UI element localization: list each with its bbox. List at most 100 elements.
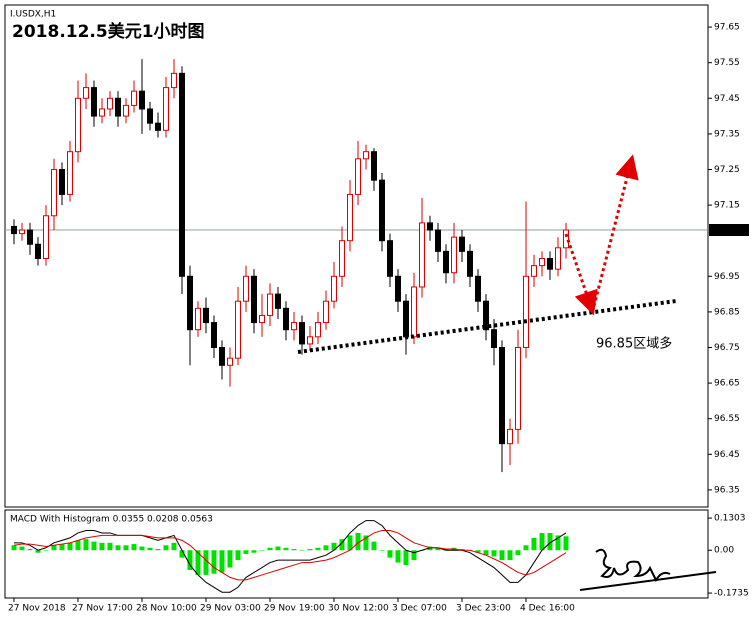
candle-body	[131, 90, 137, 106]
histogram-bar	[107, 542, 113, 551]
y-tick-label: 96.35	[714, 485, 740, 495]
histogram-bar	[227, 550, 233, 568]
histogram-bar	[83, 539, 89, 551]
histogram-bar	[123, 545, 129, 551]
histogram-bar	[99, 542, 105, 551]
candle-body	[363, 151, 369, 160]
candle-body	[563, 229, 569, 249]
candle-body	[83, 87, 89, 99]
y-tick-label: 96.65	[714, 379, 740, 389]
current-price-box	[709, 224, 749, 237]
candle-body	[323, 300, 329, 324]
histogram-bar	[147, 547, 153, 551]
histogram-bar	[187, 550, 193, 570]
macd-title: MACD With Histogram 0.0355 0.0208 0.0563	[10, 515, 213, 525]
histogram-bar	[531, 537, 537, 551]
candle-body	[387, 240, 393, 277]
histogram-bar	[507, 550, 513, 561]
histogram-bar	[155, 549, 161, 551]
candle-body	[43, 215, 49, 259]
histogram-bar	[435, 547, 441, 551]
y-tick-label: 97.15	[714, 201, 740, 211]
histogram-bar	[115, 545, 121, 551]
candle-body	[315, 322, 321, 338]
candle-body	[491, 329, 497, 348]
histogram-bar	[235, 550, 241, 561]
candle-body	[219, 346, 225, 366]
histogram-bar	[251, 550, 257, 553]
candle-body	[163, 87, 169, 131]
histogram-bar	[459, 549, 465, 551]
y-tick-label: 97.65	[714, 23, 740, 33]
histogram-bar	[307, 549, 313, 551]
candle-body	[371, 151, 377, 181]
candle-body	[435, 229, 441, 252]
candle-body	[171, 72, 177, 89]
x-tick-label: 30 Nov 12:00	[328, 604, 389, 614]
candle-body	[331, 275, 337, 302]
candle-body	[51, 168, 57, 217]
candle-body	[299, 322, 305, 345]
histogram-bar	[539, 532, 545, 551]
histogram-bar	[219, 550, 225, 573]
candle-body	[243, 275, 249, 302]
y-tick-label: 0.1303	[714, 514, 746, 524]
histogram-bar	[291, 549, 297, 551]
candle-body	[507, 428, 513, 445]
histogram-bar	[371, 541, 377, 551]
arrow-down	[564, 233, 598, 316]
candle-body	[139, 90, 145, 110]
candle-body	[531, 265, 537, 277]
histogram-bar	[195, 550, 201, 575]
histogram-bar	[315, 547, 321, 551]
y-tick-label: 97.45	[714, 94, 740, 104]
candle-body	[91, 87, 97, 117]
annotation: 96.85区域多	[596, 336, 672, 352]
histogram-bar	[427, 546, 433, 551]
histogram-bar	[59, 544, 65, 551]
candle-body	[411, 286, 417, 338]
histogram-bar	[523, 545, 529, 551]
chart-title: 2018.12.5美元1小时图	[12, 21, 205, 42]
y-tick-label: 96.75	[714, 343, 740, 353]
histogram-bar	[43, 550, 49, 551]
histogram-bar	[363, 535, 369, 551]
histogram-bar	[171, 542, 177, 551]
histogram-bar	[547, 532, 553, 551]
candle-body	[395, 275, 401, 302]
histogram-bar	[411, 550, 417, 561]
y-tick-label: 97.35	[714, 129, 740, 139]
candle-body	[27, 229, 33, 245]
histogram-bar	[275, 546, 281, 551]
histogram-bar	[283, 547, 289, 551]
histogram-bar	[491, 550, 497, 557]
x-tick-label: 29 Nov 19:00	[264, 604, 325, 614]
histogram-bar	[179, 550, 185, 558]
histogram-bar	[203, 550, 209, 575]
macd-pane	[4, 509, 709, 599]
x-tick-label: 4 Dec 16:00	[520, 604, 575, 614]
candle-body	[59, 168, 65, 195]
candle-body	[475, 275, 481, 302]
arrow-up	[592, 154, 639, 307]
x-tick-label: 28 Nov 10:00	[136, 604, 197, 614]
candle-body	[451, 236, 457, 274]
candle-body	[123, 104, 129, 117]
histogram-bar	[131, 544, 137, 551]
candle-body	[547, 257, 553, 270]
candle-body	[515, 346, 521, 430]
histogram-bar	[299, 550, 305, 551]
histogram-bar	[555, 535, 561, 551]
y-tick-label: 0.00	[714, 546, 734, 556]
candle-body	[555, 247, 561, 270]
y-tick-label: 96.55	[714, 414, 740, 424]
candle-body	[75, 97, 81, 153]
histogram-bar	[403, 550, 409, 566]
current-price-label: 97.08	[713, 226, 739, 236]
candle-body	[35, 243, 41, 259]
histogram-bar	[75, 540, 81, 551]
candle-body	[307, 336, 313, 345]
signature	[595, 548, 671, 583]
candle-body	[227, 357, 233, 366]
candle-body	[403, 300, 409, 338]
